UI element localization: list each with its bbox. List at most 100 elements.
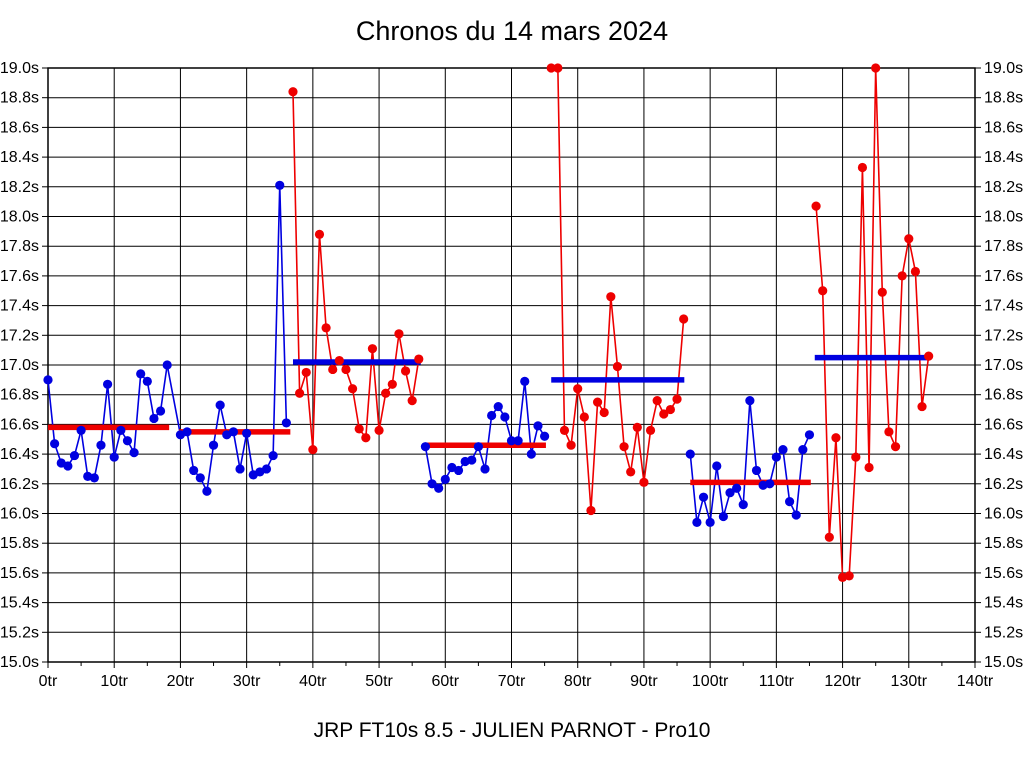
- y-axis-label-left: 18.4s: [0, 149, 39, 166]
- lap-point: [189, 465, 199, 476]
- lap-point: [592, 397, 603, 407]
- lap-point: [612, 361, 623, 372]
- y-axis-label-right: 16.0s: [984, 506, 1023, 523]
- y-axis-label-left: 18.0s: [0, 209, 39, 226]
- y-axis-label-right: 17.4s: [984, 298, 1023, 315]
- lap-point: [890, 442, 901, 452]
- y-axis-label-left: 16.8s: [0, 387, 39, 404]
- lap-point: [851, 452, 861, 462]
- lap-point: [116, 425, 126, 435]
- lap-point: [672, 394, 682, 404]
- lap-point: [566, 440, 576, 450]
- x-axis-label: 30tr: [233, 673, 261, 690]
- lap-point: [414, 354, 424, 364]
- lap-point: [857, 162, 868, 173]
- lap-point: [513, 436, 523, 446]
- lap-point: [407, 396, 417, 406]
- lap-point: [738, 499, 748, 510]
- y-axis-label-right: 17.0s: [984, 357, 1023, 374]
- lap-point: [745, 396, 755, 406]
- lap-point: [434, 483, 444, 493]
- lap-point: [387, 379, 397, 389]
- x-axis-label: 50tr: [365, 673, 393, 690]
- y-axis-label-left: 16.6s: [0, 416, 39, 433]
- lap-point: [546, 63, 556, 73]
- lap-point: [904, 234, 914, 244]
- y-axis-label-right: 18.2s: [984, 179, 1023, 196]
- chart-footer: JRP FT10s 8.5 - JULIEN PARNOT - Pro10: [313, 719, 711, 742]
- lap-point: [76, 425, 86, 435]
- lap-point: [69, 450, 80, 461]
- y-axis-label-left: 18.2s: [0, 179, 39, 196]
- lap-point: [500, 412, 510, 422]
- lap-point: [626, 467, 636, 477]
- lap-point: [50, 439, 60, 449]
- y-axis-label-left: 16.4s: [0, 446, 39, 463]
- lap-point: [910, 266, 921, 277]
- y-axis-label-right: 15.6s: [984, 565, 1023, 582]
- y-axis-label-right: 17.6s: [984, 268, 1023, 285]
- lap-point: [473, 442, 483, 452]
- lap-point: [540, 431, 550, 441]
- y-axis-label-right: 15.0s: [984, 654, 1023, 671]
- y-axis-label-left: 18.8s: [0, 90, 39, 107]
- lap-point: [692, 517, 702, 528]
- lap-point: [122, 436, 133, 446]
- y-axis-label-left: 15.6s: [0, 565, 39, 582]
- lap-point: [586, 505, 596, 516]
- lap-point: [824, 532, 834, 542]
- y-axis-label-left: 18.6s: [0, 119, 39, 136]
- lap-point: [102, 379, 113, 389]
- lap-point: [321, 323, 331, 333]
- y-axis-label-right: 17.8s: [984, 238, 1023, 255]
- lap-point: [467, 455, 477, 465]
- lap-point: [354, 424, 364, 434]
- lap-point: [725, 488, 735, 498]
- lap-point: [652, 396, 662, 406]
- lap-point: [553, 63, 563, 73]
- lap-point: [917, 401, 927, 412]
- lap-point: [367, 344, 378, 354]
- y-axis-label-left: 15.2s: [0, 624, 39, 641]
- lap-point: [361, 433, 371, 443]
- lap-point: [632, 422, 642, 432]
- lap-point: [374, 425, 384, 435]
- y-axis-label-left: 15.0s: [0, 654, 39, 671]
- x-axis-label: 70tr: [498, 673, 526, 690]
- lap-point: [712, 461, 722, 471]
- y-axis-label-left: 17.2s: [0, 327, 39, 344]
- lap-point: [877, 287, 887, 297]
- lap-point: [228, 427, 238, 437]
- lap-point: [295, 388, 305, 398]
- lap-point: [606, 292, 616, 302]
- lap-point: [162, 360, 172, 370]
- lap-point: [202, 486, 212, 496]
- lap-point: [778, 445, 788, 455]
- lap-point: [599, 407, 609, 418]
- lap-point: [487, 410, 497, 421]
- x-axis-label: 0tr: [39, 673, 58, 690]
- lap-point: [328, 364, 338, 375]
- lap-point: [281, 418, 291, 428]
- lap-point: [427, 479, 437, 489]
- lap-point: [268, 450, 278, 461]
- lap-point: [493, 401, 503, 412]
- lap-point: [400, 366, 411, 376]
- y-axis-label-right: 16.8s: [984, 387, 1023, 404]
- plot-border: [47, 67, 976, 663]
- lap-point: [526, 449, 536, 459]
- lap-point: [732, 483, 742, 493]
- lap-point: [420, 442, 431, 452]
- lap-point: [520, 376, 530, 386]
- lap-point: [182, 427, 192, 437]
- lap-point: [63, 461, 73, 471]
- lap-point: [884, 427, 894, 437]
- lap-point: [559, 425, 570, 435]
- lap-point: [208, 440, 219, 450]
- lap-point: [242, 428, 252, 438]
- lap-point: [109, 452, 119, 462]
- lap-point: [791, 510, 801, 520]
- lap-point: [453, 465, 464, 476]
